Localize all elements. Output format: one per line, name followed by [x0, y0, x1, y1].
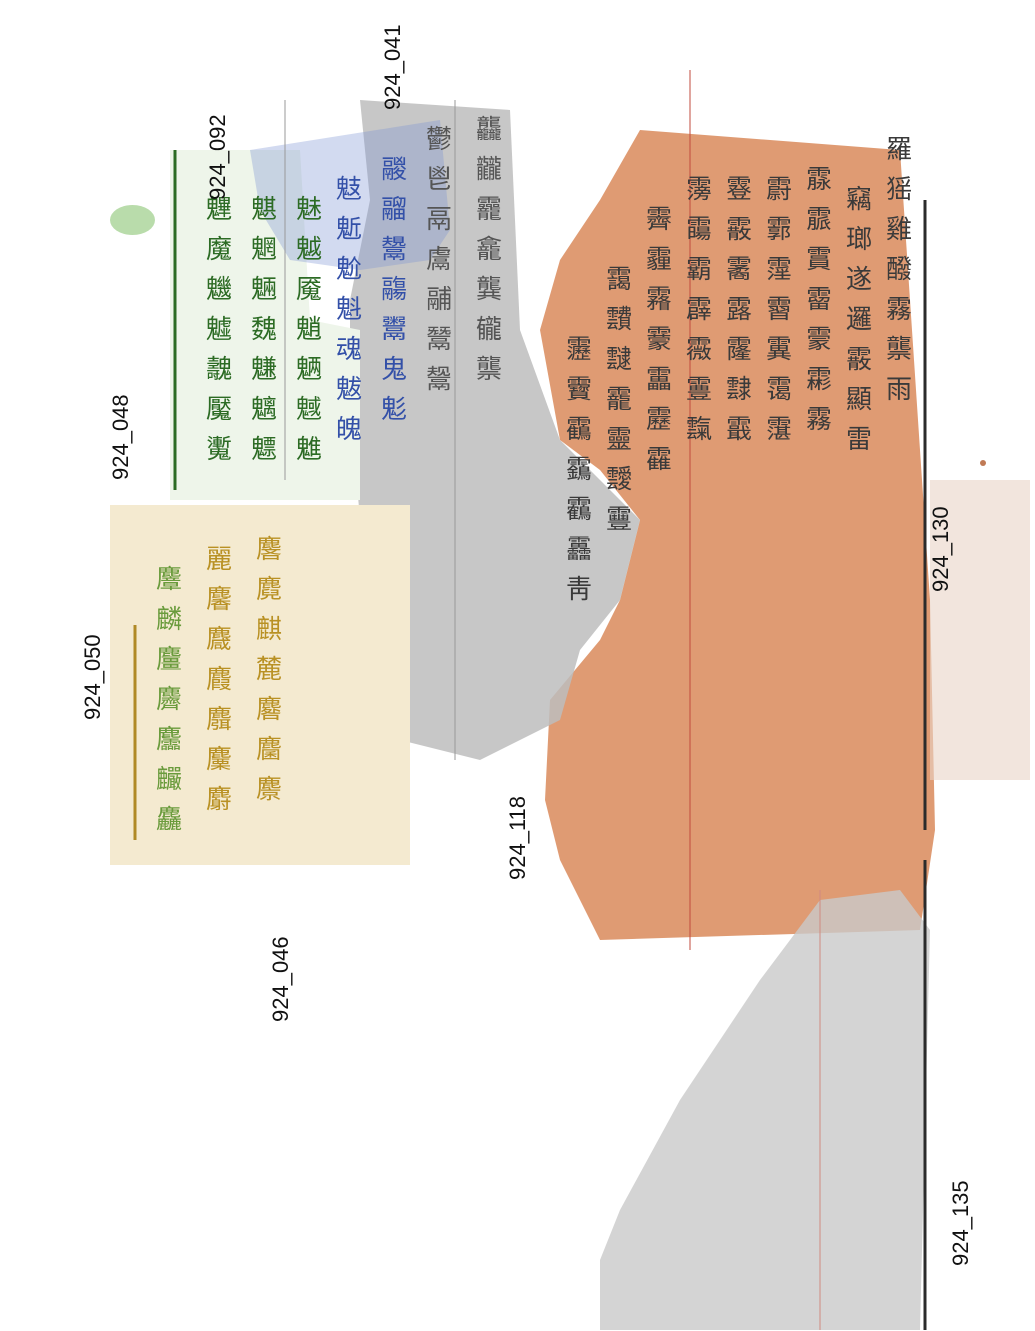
glyph-column: 龘龖龗龕龔龓龒: [475, 115, 502, 385]
glyph-column: 魅魆魇魈魉魊魋: [295, 195, 322, 465]
glyph-column: 鬾鬿魀魁魂魃魄: [335, 175, 362, 445]
glyph-column: 霡霢霣霤霥霦霧: [805, 165, 832, 435]
glyph-column: 霶霷霸霹霺霻霼: [685, 175, 712, 445]
fragment-924-041: [350, 100, 640, 760]
speck: [110, 205, 155, 235]
glyph-column: 鬱鬯鬲鬳鬴鬵鬶: [425, 125, 452, 395]
glyph-column: 魌魍魎魏魐魑魒: [250, 195, 277, 465]
glyph-column: 麐麑麒麓麔麕麖: [255, 535, 282, 805]
fragment-924-130: [930, 480, 1030, 780]
fragment-924-092: [250, 120, 450, 270]
fragment-label-924-046: 924_046: [268, 936, 293, 1022]
glyph-column: 竊瑯遂邏霰顯雷: [845, 185, 872, 455]
fragment-924-118: [540, 130, 935, 940]
fragment-label-924-048: 924_048: [108, 394, 133, 480]
fragment-label-924-050: 924_050: [80, 634, 105, 720]
fragment-924-048: [170, 150, 360, 500]
glyph-column: 鬷鬸鬹鬺鬻鬼鬽: [380, 155, 407, 425]
glyph-column: 靄靅靆靇靈靉靊: [605, 265, 632, 535]
glyph-column: 霨霩霪霫霬霭霮: [765, 175, 792, 445]
speck: [980, 460, 986, 466]
fragment-label-924-135: 924_135: [948, 1180, 973, 1266]
glyph-column: 魓魔魕魖魗魘魙: [205, 195, 232, 465]
fragment-924-135: [600, 890, 930, 1330]
fragment-924-050: [110, 505, 410, 865]
fragment-label-924-041: 924_041: [380, 24, 405, 110]
fragment-label-924-092: 924_092: [205, 114, 230, 200]
glyph-column: 麞麟麠麡麢麣麤: [155, 565, 182, 835]
glyph-column: 羅猺雞醱霧龒雨: [885, 135, 912, 405]
glyph-column: 霯霰霱露霳霴霵: [725, 175, 752, 445]
glyph-column: 靋靌靍靎靏靐靑: [565, 335, 592, 605]
glyph-column: 麗麘麙麚麛麜麝: [205, 545, 232, 815]
fragment-label-924-118: 924_118: [505, 795, 530, 880]
fragment-label-924-130: 924_130: [928, 506, 953, 592]
glyph-column: 霽霾霿靀靁靂靃: [645, 205, 672, 475]
